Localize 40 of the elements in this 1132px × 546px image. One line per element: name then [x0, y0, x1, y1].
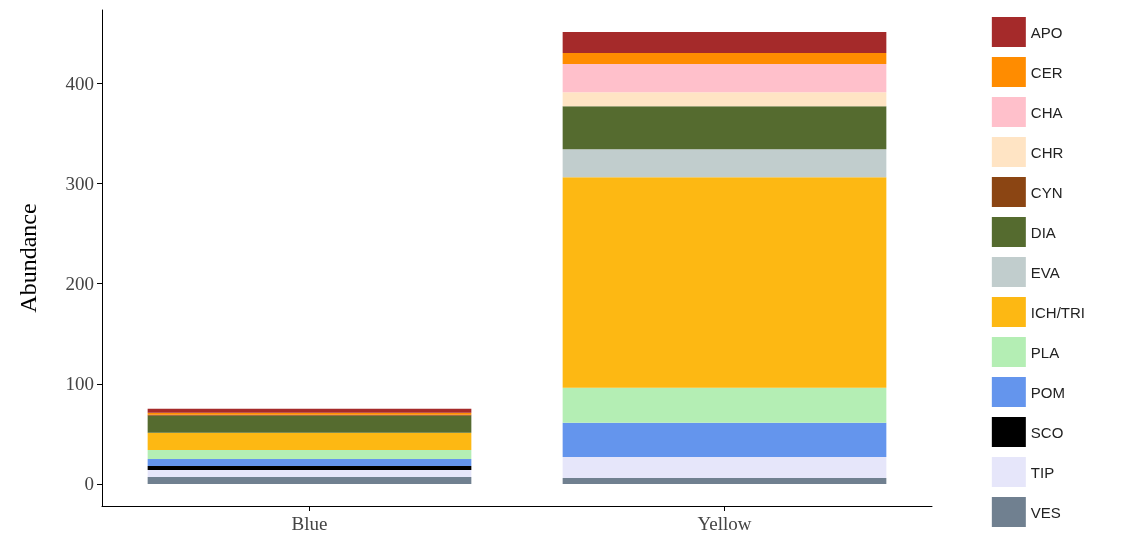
legend-label: CHR	[1030, 143, 1064, 161]
bar	[147, 476, 472, 484]
legend-label: EVA	[1030, 263, 1060, 281]
bar	[562, 456, 887, 478]
y-tick-label: 300	[65, 172, 94, 194]
legend-label: ICH/TRI	[1030, 303, 1086, 321]
legend-label: APO	[1030, 23, 1063, 41]
bar	[562, 477, 887, 484]
bar	[147, 458, 472, 466]
bar	[562, 149, 887, 178]
bar	[147, 449, 472, 459]
y-tick-label: 100	[65, 373, 94, 395]
bar	[562, 92, 887, 107]
legend-label: CYN	[1030, 183, 1063, 201]
y-tick-label: 200	[65, 273, 94, 295]
x-tick-label: Yellow	[697, 513, 752, 534]
y-tick-label: 0	[84, 473, 94, 495]
legend-label: POM	[1030, 383, 1066, 401]
bar	[562, 387, 887, 423]
bar	[562, 106, 887, 150]
y-axis-title: Abundance	[15, 203, 41, 313]
legend-label: TIP	[1030, 463, 1055, 481]
bar	[562, 32, 887, 54]
legend-label: CHA	[1030, 103, 1063, 121]
bar	[562, 53, 887, 65]
bar	[147, 432, 472, 450]
bar	[147, 408, 472, 413]
y-tick-label: 400	[65, 72, 94, 94]
bar	[147, 465, 472, 470]
legend-label: CER	[1030, 63, 1063, 81]
bar	[562, 64, 887, 93]
bar	[562, 422, 887, 457]
legend-label: PLA	[1030, 343, 1060, 361]
legend-label: DIA	[1030, 223, 1056, 241]
x-tick-label: Blue	[291, 513, 328, 534]
bar	[147, 415, 472, 433]
legend-label: VES	[1030, 503, 1061, 521]
bar	[147, 469, 472, 477]
bar	[562, 177, 887, 388]
legend-label: SCO	[1030, 423, 1064, 441]
